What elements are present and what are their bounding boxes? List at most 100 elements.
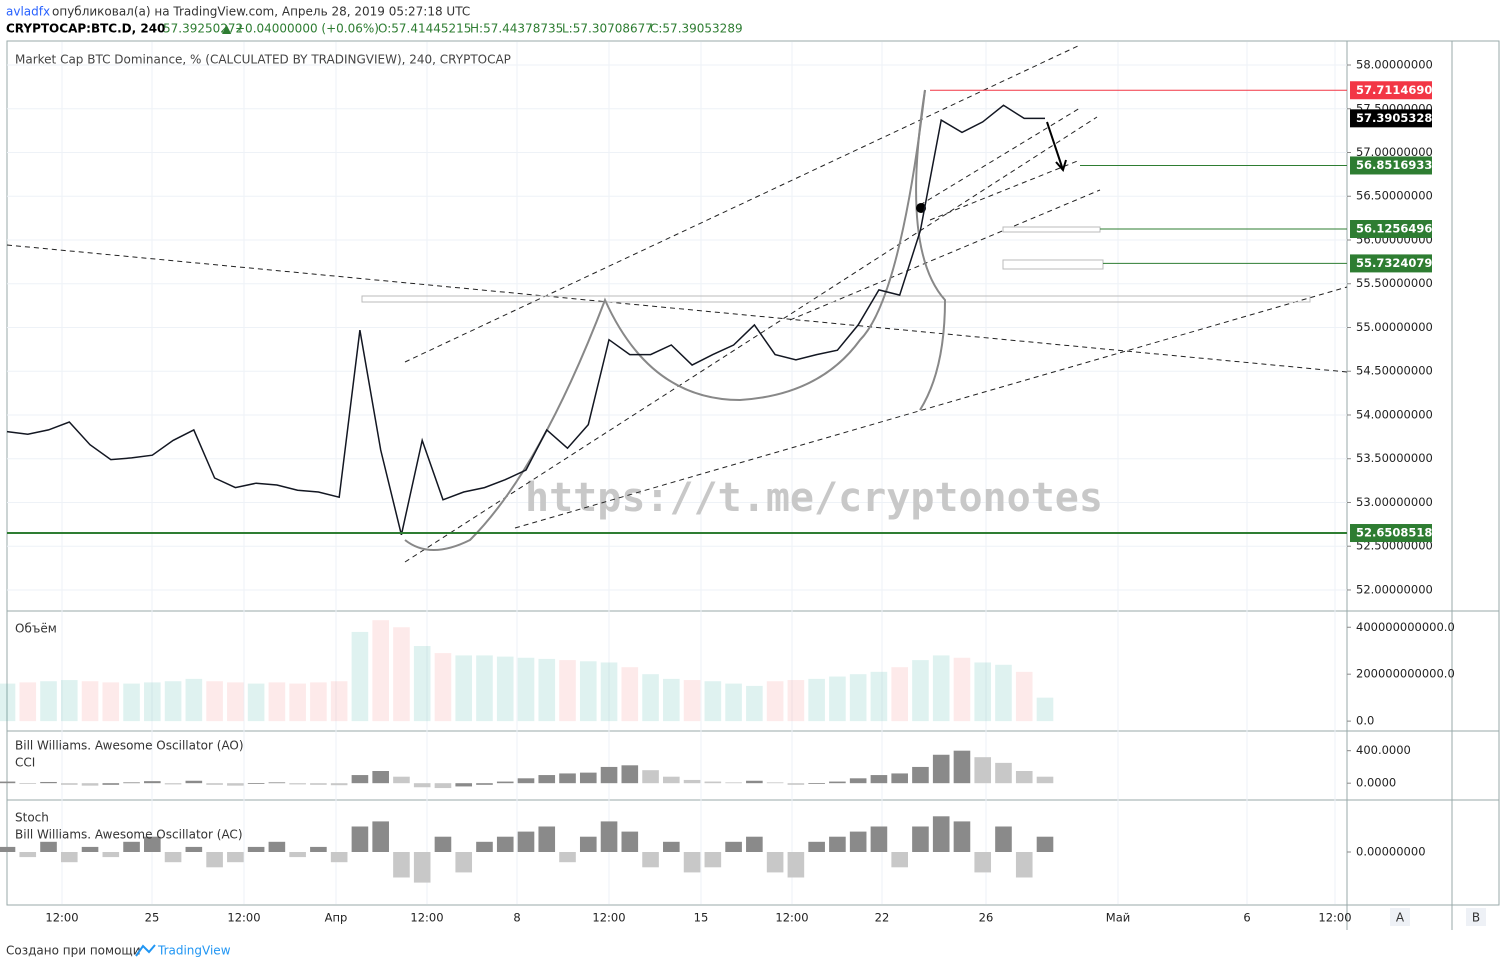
volume-bar	[60, 680, 78, 722]
ac-bar	[455, 852, 473, 873]
ao-bar	[704, 781, 722, 784]
ac-bar	[849, 831, 867, 852]
ao-bar	[538, 775, 556, 784]
volume-bar	[808, 678, 825, 722]
volume-bar	[19, 682, 37, 722]
ao-bar	[351, 775, 369, 784]
button[interactable]	[1466, 908, 1486, 926]
y-tick-label: 400000000000.0	[1356, 620, 1455, 634]
y-tick-label: 54.50000000	[1356, 364, 1433, 378]
ao-bar	[289, 783, 306, 785]
drawings	[6, 44, 1348, 563]
ac-bar	[870, 826, 888, 852]
ao-bar	[476, 783, 493, 785]
ac-bar	[579, 836, 597, 852]
button[interactable]	[1390, 908, 1410, 926]
y-tick-label: 56.50000000	[1356, 189, 1433, 203]
volume-bar	[932, 655, 950, 722]
volume-bar	[476, 655, 493, 722]
footer-brand[interactable]: TradingView	[157, 944, 231, 958]
cci-label: CCI	[15, 756, 35, 770]
ao-bar	[663, 776, 680, 784]
volume-bar	[663, 678, 680, 722]
ac-bar	[413, 852, 431, 883]
x-tick-label: Май	[1106, 911, 1130, 925]
volume-bar	[393, 627, 410, 722]
y-tick-label: 53.50000000	[1356, 451, 1433, 465]
level-tag	[1350, 220, 1432, 239]
ac-bar	[621, 831, 639, 852]
ac-bar	[496, 836, 514, 852]
ac-bar	[185, 846, 203, 852]
volume-bar	[206, 681, 223, 722]
ao-bar	[579, 772, 597, 784]
volume-bar	[1036, 697, 1054, 722]
ao-bar	[912, 766, 929, 784]
volume-bar	[974, 662, 992, 722]
y-tick-label: 58.00000000	[1356, 58, 1433, 72]
y-tick-label: 52.00000000	[1356, 582, 1433, 596]
y-tick-label: 55.00000000	[1356, 320, 1433, 334]
trend-line	[514, 286, 1348, 529]
ao-bar	[808, 783, 825, 784]
frame	[6, 40, 1500, 906]
ao-bar	[496, 781, 514, 784]
ao-bar	[746, 780, 763, 784]
author[interactable]: avladfx	[6, 5, 50, 19]
high: H:57.44378735	[470, 22, 563, 36]
y-tick-label: 57.00000000	[1356, 145, 1433, 159]
volume-bar	[621, 667, 639, 722]
volume-bar	[642, 674, 659, 722]
ao-bar	[185, 780, 203, 784]
button-label[interactable]: B	[1472, 911, 1480, 925]
y-tick-label: 52.50000000	[1356, 539, 1433, 553]
zone	[361, 295, 1311, 303]
ao-bar	[953, 750, 971, 784]
x-tick-label: 15	[694, 911, 709, 925]
ao-bar	[559, 773, 576, 784]
volume-bar	[185, 678, 203, 722]
ao-bar	[434, 783, 452, 789]
trend-line	[404, 116, 1098, 563]
ao-bar	[725, 782, 742, 784]
x-tick-label: 12:00	[775, 911, 808, 925]
volume-bar	[310, 682, 327, 722]
button-label[interactable]: A	[1396, 911, 1405, 925]
ac-bar	[144, 836, 161, 852]
ac-bar	[310, 846, 327, 852]
ac-bar	[372, 821, 389, 852]
ao-bar	[600, 766, 618, 784]
volume-bar	[787, 680, 805, 722]
ac-bar	[164, 852, 182, 863]
watermark: https://t.me/cryptonotes	[525, 475, 1103, 521]
ao-bar	[870, 775, 888, 784]
y-tick-label: 53.00000000	[1356, 495, 1433, 509]
volume-bar	[538, 658, 556, 722]
volume-bar	[164, 681, 182, 722]
ao-bar	[683, 779, 701, 784]
trend-line	[404, 44, 1081, 363]
level-label: 56.85169332	[1356, 158, 1440, 172]
zone	[1002, 226, 1101, 233]
ao-bar	[19, 783, 37, 784]
plot: 12:00 25 12:00 Апр 12:00 8 12:00 15 12:00 22 26 Май…	[0, 58, 1455, 925]
grid	[7, 42, 1347, 904]
ac-bar	[766, 852, 784, 873]
ac-bar	[517, 831, 535, 852]
x-tick-label: 25	[145, 911, 160, 925]
x-tick-label: 22	[875, 911, 890, 925]
ac-bar	[912, 826, 929, 852]
ac-bar	[227, 852, 244, 863]
ac-bar	[642, 852, 659, 868]
ao-bar	[849, 778, 867, 784]
ao-bar	[247, 783, 265, 784]
volume-bar	[517, 657, 535, 722]
volume-bar	[995, 664, 1012, 722]
ac-bar	[829, 836, 846, 852]
volume-bar	[144, 682, 161, 722]
ac-bar	[704, 852, 722, 868]
y-tick-label: 0.0	[1356, 714, 1374, 728]
volume-bar	[746, 685, 763, 722]
volume-bar	[704, 681, 722, 722]
ac-bar	[330, 852, 348, 863]
